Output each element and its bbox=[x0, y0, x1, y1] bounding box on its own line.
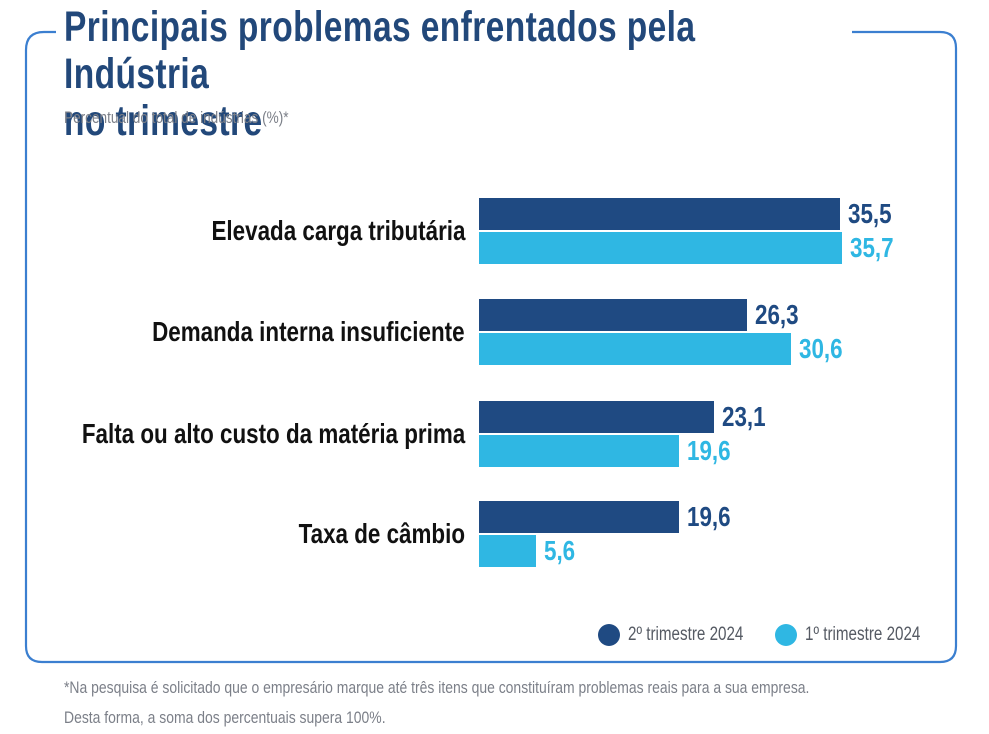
bar-q2-2024 bbox=[479, 299, 747, 331]
bar-q1-2024 bbox=[479, 535, 536, 567]
frame-path bbox=[24, 30, 958, 664]
bar-q1-2024 bbox=[479, 435, 679, 467]
value-label: 19,6 bbox=[686, 501, 731, 532]
chart-subtitle: Percentual do total de indústrias (%)* bbox=[64, 108, 289, 127]
value-label: 35,7 bbox=[850, 232, 895, 263]
category-label: Falta ou alto custo da matéria prima bbox=[81, 418, 465, 449]
value-label: 5,6 bbox=[544, 535, 576, 566]
bar-q2-2024 bbox=[479, 501, 679, 533]
legend-label-q2: 2º trimestre 2024 bbox=[628, 624, 744, 645]
value-label: 30,6 bbox=[798, 333, 843, 364]
value-label: 23,1 bbox=[722, 401, 766, 432]
title-line-2: no trimestre bbox=[64, 97, 263, 145]
bar-q1-2024 bbox=[479, 232, 843, 264]
category-label: Taxa de câmbio bbox=[298, 518, 465, 549]
category-label: Demanda interna insuficiente bbox=[152, 316, 465, 347]
chart-title: Principais problemas enfrentados pela In… bbox=[64, 4, 786, 145]
value-label: 35,5 bbox=[848, 198, 892, 229]
title-line-1: Principais problemas enfrentados pela In… bbox=[64, 3, 696, 98]
bar-q1-2024 bbox=[479, 333, 791, 365]
value-label: 19,6 bbox=[686, 435, 731, 466]
bar-q2-2024 bbox=[479, 198, 841, 230]
legend-dot-q2-icon bbox=[598, 624, 620, 646]
category-label: Elevada carga tributária bbox=[211, 215, 465, 246]
value-label: 26,3 bbox=[754, 299, 799, 330]
footnote-line-1: *Na pesquisa é solicitado que o empresár… bbox=[64, 678, 810, 697]
legend-dot-q1-icon bbox=[775, 624, 797, 646]
footnote-line-2: Desta forma, a soma dos percentuais supe… bbox=[64, 708, 386, 727]
legend-item-q1-2024: 1º trimestre 2024 bbox=[775, 623, 949, 647]
legend-item-q2-2024: 2º trimestre 2024 bbox=[598, 623, 772, 647]
legend-label-q1: 1º trimestre 2024 bbox=[805, 624, 921, 645]
bar-q2-2024 bbox=[479, 401, 715, 433]
